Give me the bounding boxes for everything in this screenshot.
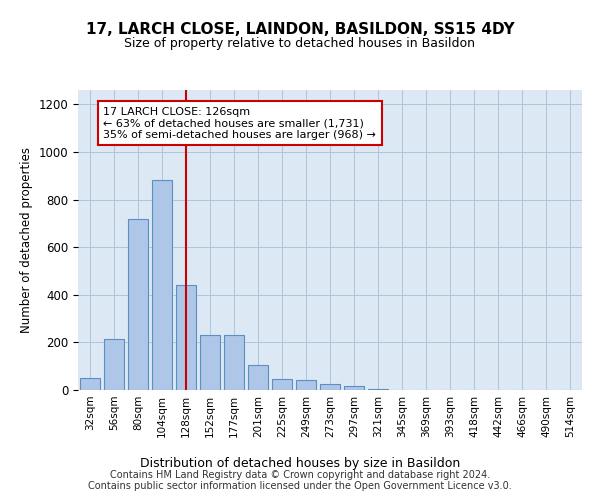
Text: 17 LARCH CLOSE: 126sqm
← 63% of detached houses are smaller (1,731)
35% of semi-: 17 LARCH CLOSE: 126sqm ← 63% of detached… [103, 106, 376, 140]
Bar [224, 335, 244, 390]
Bar [368, 389, 388, 390]
Text: 17, LARCH CLOSE, LAINDON, BASILDON, SS15 4DY: 17, LARCH CLOSE, LAINDON, BASILDON, SS15… [86, 22, 514, 38]
Y-axis label: Number of detached properties: Number of detached properties [20, 147, 33, 333]
Bar [152, 180, 172, 390]
Text: Contains public sector information licensed under the Open Government Licence v3: Contains public sector information licen… [88, 481, 512, 491]
Bar [320, 384, 340, 390]
Bar [128, 218, 148, 390]
Text: Size of property relative to detached houses in Basildon: Size of property relative to detached ho… [125, 38, 476, 51]
Bar [200, 335, 220, 390]
Bar [272, 380, 292, 390]
Bar [248, 365, 268, 390]
Text: Distribution of detached houses by size in Basildon: Distribution of detached houses by size … [140, 458, 460, 470]
Bar [296, 380, 316, 390]
Bar [344, 386, 364, 390]
Text: Contains HM Land Registry data © Crown copyright and database right 2024.: Contains HM Land Registry data © Crown c… [110, 470, 490, 480]
Bar [80, 378, 100, 390]
Bar [104, 339, 124, 390]
Bar [176, 285, 196, 390]
